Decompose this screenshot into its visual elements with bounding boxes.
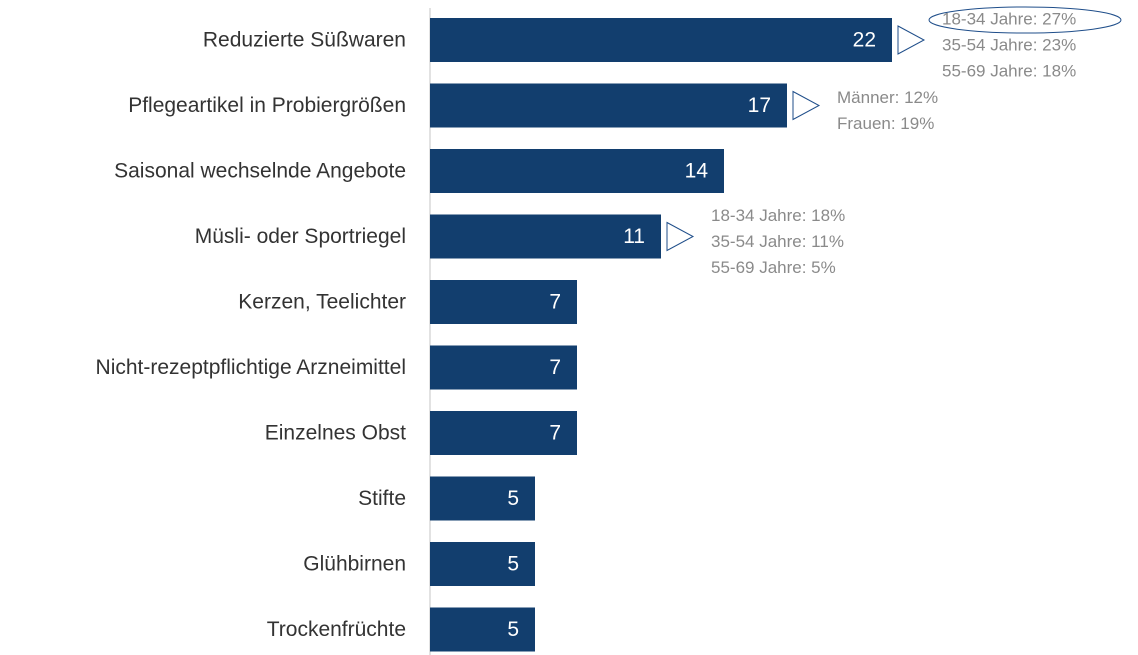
value-label: 7 xyxy=(549,356,561,379)
highlight-ellipse xyxy=(928,6,1122,34)
annotation-text: 55-69 Jahre: 5% xyxy=(711,258,836,277)
annotation-text: 55-69 Jahre: 18% xyxy=(942,61,1076,80)
annotation-arrow xyxy=(897,25,926,55)
bar xyxy=(430,214,661,259)
annotation-text: 18-34 Jahre: 27% xyxy=(942,9,1076,28)
value-label: 11 xyxy=(623,225,645,248)
value-label: 5 xyxy=(507,487,519,510)
value-label: 22 xyxy=(853,29,876,52)
annotation-text: 35-54 Jahre: 23% xyxy=(942,35,1076,54)
annotation-arrow xyxy=(792,90,821,121)
category-label: Trockenfrüchte xyxy=(267,618,406,641)
annotation-text: Frauen: 19% xyxy=(837,114,934,133)
bar xyxy=(430,542,535,586)
category-label: Pflegeartikel in Probiergrößen xyxy=(128,94,406,117)
category-label: Reduzierte Süßwaren xyxy=(203,29,406,52)
value-label: 5 xyxy=(507,553,519,576)
value-label: 7 xyxy=(549,422,561,445)
value-label: 7 xyxy=(549,291,561,314)
annotation-text: 35-54 Jahre: 11% xyxy=(711,232,844,251)
bar xyxy=(430,83,787,128)
bar xyxy=(430,607,535,652)
category-label: Nicht-rezeptpflichtige Arzneimittel xyxy=(96,356,406,379)
bar xyxy=(430,149,724,193)
category-label: Müsli- oder Sportriegel xyxy=(195,225,406,248)
category-label: Stifte xyxy=(358,487,406,510)
category-label: Glühbirnen xyxy=(303,553,406,576)
annotation-arrow xyxy=(666,221,695,252)
value-label: 14 xyxy=(685,160,709,183)
annotation-text: Männer: 12% xyxy=(837,88,938,107)
category-label: Einzelnes Obst xyxy=(265,422,406,445)
value-label: 17 xyxy=(748,94,771,117)
category-label: Saisonal wechselnde Angebote xyxy=(114,160,406,183)
value-label: 5 xyxy=(507,618,519,641)
annotation-text: 18-34 Jahre: 18% xyxy=(711,206,845,225)
bar xyxy=(430,476,535,521)
bar xyxy=(430,411,577,455)
bar xyxy=(430,280,577,324)
bar xyxy=(430,345,577,390)
bar xyxy=(430,18,892,62)
category-label: Kerzen, Teelichter xyxy=(238,291,406,314)
